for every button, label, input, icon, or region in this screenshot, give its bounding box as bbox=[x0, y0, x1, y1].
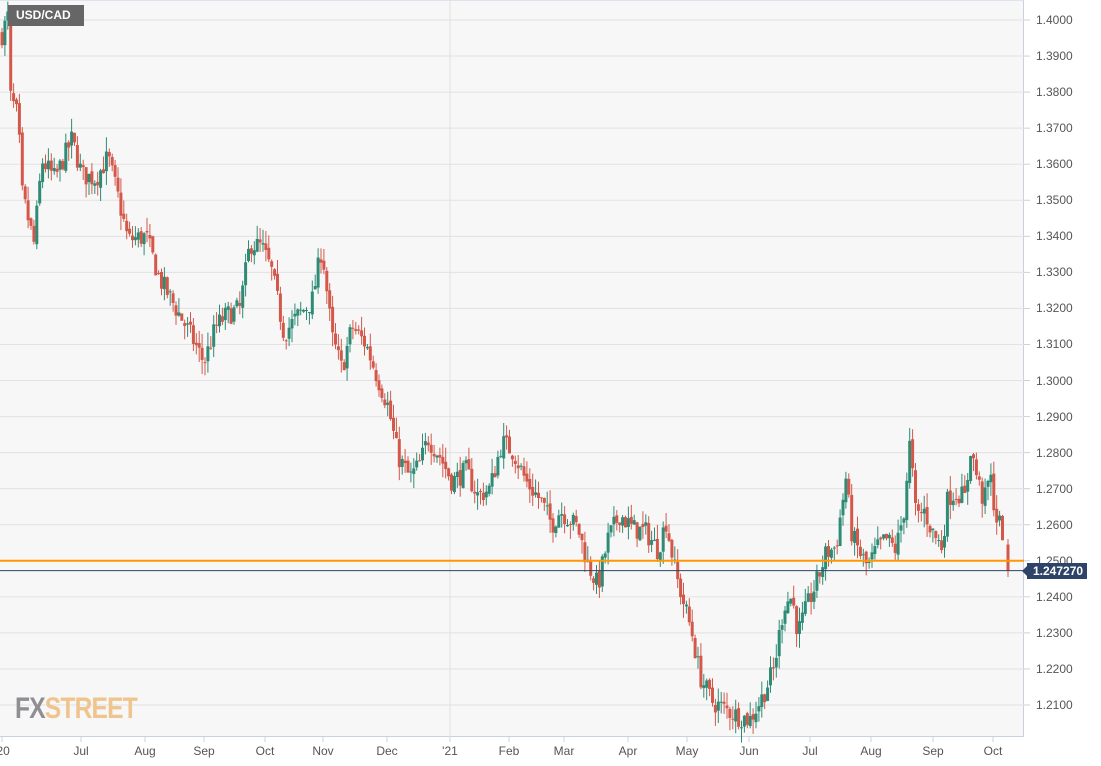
y-tick-label: 1.2300 bbox=[1036, 625, 1073, 640]
x-tick-label: Dec bbox=[376, 744, 398, 758]
y-tick-label: 1.2800 bbox=[1036, 445, 1073, 460]
x-tick-label: Jul bbox=[802, 744, 818, 758]
y-tick-label: 1.3500 bbox=[1036, 193, 1073, 208]
y-tick-label: 1.2700 bbox=[1036, 481, 1073, 496]
y-tick-label: 1.4000 bbox=[1036, 13, 1073, 27]
logo-fx-text: FX bbox=[15, 692, 46, 725]
y-tick-label: 1.3300 bbox=[1036, 265, 1073, 280]
logo-street-text: STREET bbox=[44, 692, 138, 725]
y-tick-label: 1.3100 bbox=[1036, 337, 1073, 352]
y-tick-label: 1.3800 bbox=[1036, 85, 1073, 100]
x-tick-label: May bbox=[675, 744, 699, 758]
x-tick-label: Feb bbox=[498, 744, 520, 758]
current-price-badge: 1.247270 bbox=[1021, 562, 1088, 579]
y-tick-label: 1.2200 bbox=[1036, 661, 1073, 676]
y-tick-label: 1.3900 bbox=[1036, 49, 1073, 64]
y-tick-label: 1.3700 bbox=[1036, 121, 1073, 136]
y-tick-label: 1.2100 bbox=[1036, 698, 1073, 712]
y-tick-label: 1.3000 bbox=[1036, 373, 1073, 388]
y-tick-label: 1.3400 bbox=[1036, 229, 1073, 244]
x-tick-label: '21 bbox=[442, 744, 458, 758]
y-tick-label: 1.2900 bbox=[1036, 409, 1073, 424]
x-tick-label: Sep bbox=[922, 744, 944, 758]
x-tick-label: Oct bbox=[983, 744, 1003, 758]
y-tick-label: 1.2400 bbox=[1036, 589, 1073, 604]
x-tick-label: Mar bbox=[553, 744, 575, 758]
x-tick-label: Oct bbox=[255, 744, 275, 758]
plot-area[interactable] bbox=[0, 0, 1024, 737]
x-tick-label: Aug bbox=[134, 744, 156, 758]
x-tick-label: '20 bbox=[0, 744, 10, 758]
x-tick-label: Apr bbox=[618, 744, 638, 758]
x-tick-label: Nov bbox=[312, 744, 334, 758]
fxstreet-logo: FXSTREET bbox=[15, 692, 138, 726]
x-tick-label: Jul bbox=[73, 744, 89, 758]
symbol-label: USD/CAD bbox=[8, 5, 84, 26]
x-tick-label: Aug bbox=[860, 744, 882, 758]
x-tick-label: Jun bbox=[739, 744, 759, 758]
x-tick-label: Sep bbox=[193, 744, 215, 758]
y-tick-label: 1.2600 bbox=[1036, 517, 1073, 532]
y-tick-label: 1.3200 bbox=[1036, 301, 1073, 316]
y-tick-label: 1.3600 bbox=[1036, 157, 1073, 172]
